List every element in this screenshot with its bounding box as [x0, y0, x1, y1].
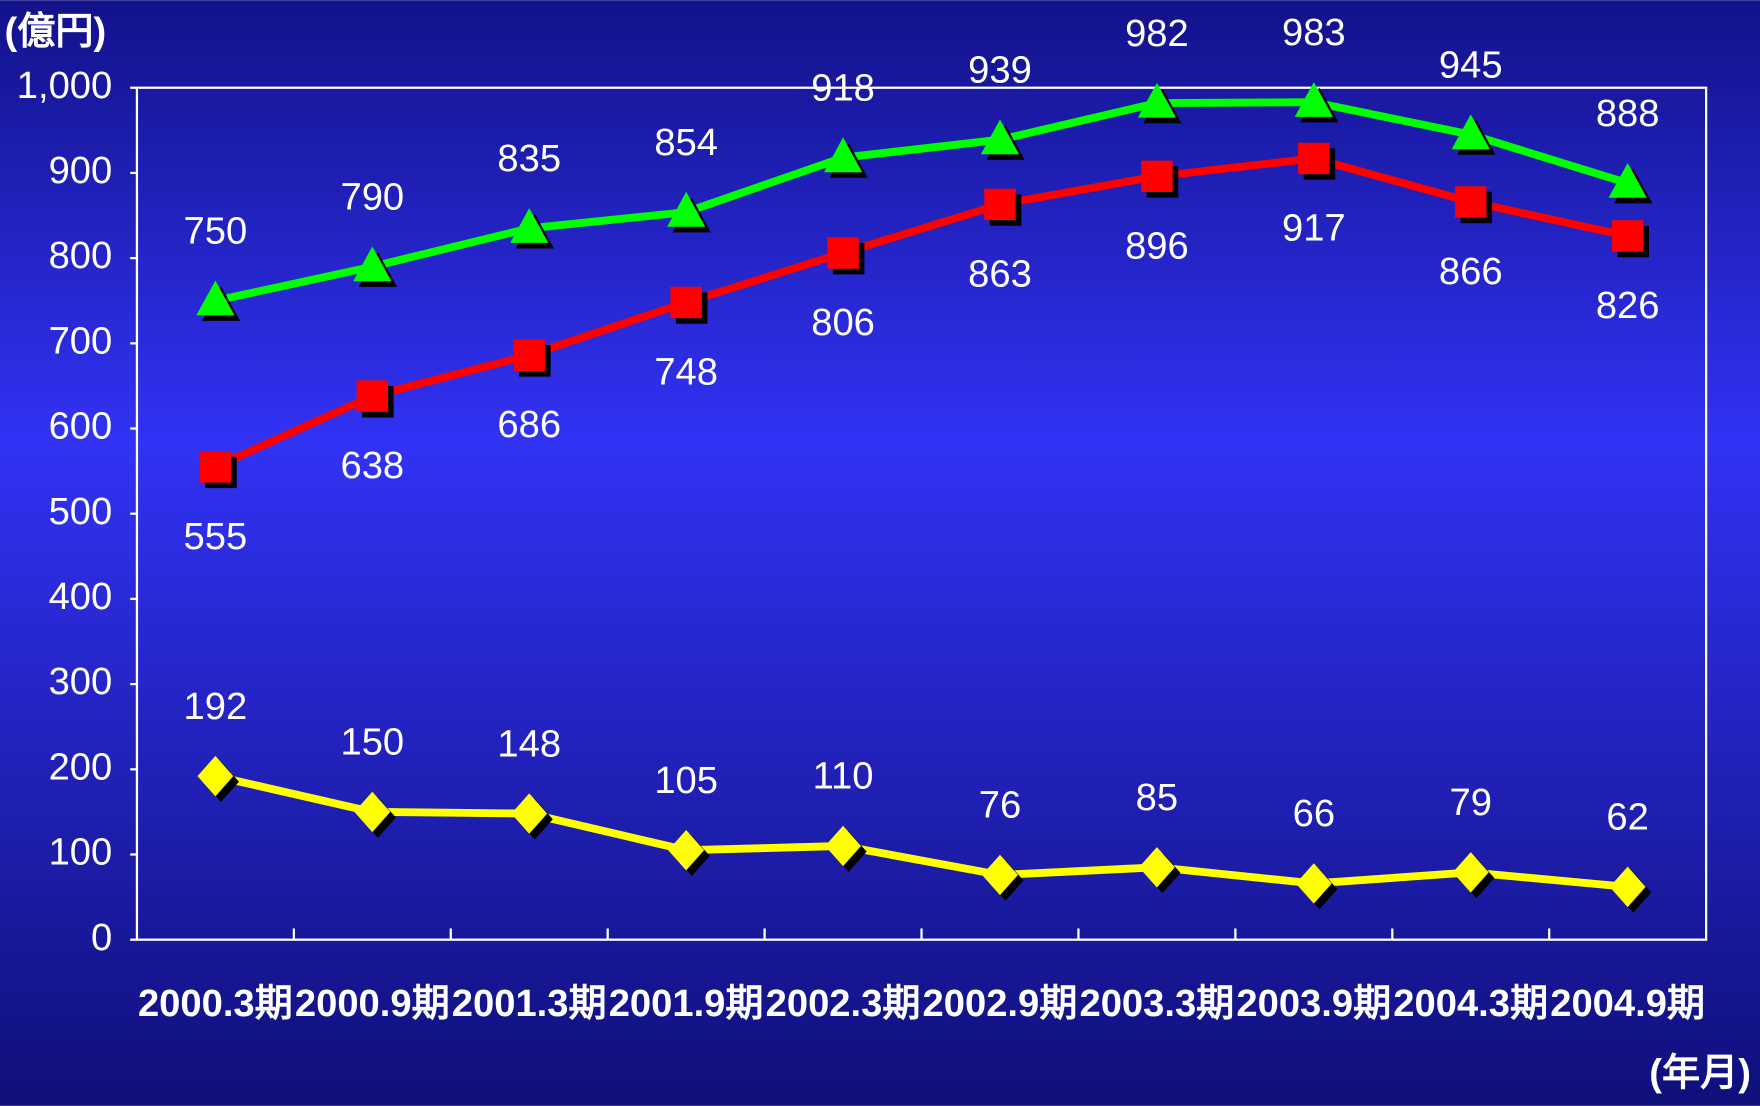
x-tick-label: 2003.9期	[1236, 982, 1391, 1025]
data-label: 866	[1439, 250, 1503, 293]
x-tick-label: 2001.9期	[609, 982, 764, 1025]
marker	[1138, 847, 1175, 888]
marker	[353, 246, 392, 282]
series-line	[213, 154, 1629, 471]
data-label: 76	[979, 784, 1021, 827]
data-label: 105	[654, 759, 718, 802]
marker	[1611, 220, 1644, 252]
x-tick-label: 2004.3期	[1393, 982, 1548, 1025]
marker	[510, 208, 549, 243]
y-tick-label: 300	[49, 660, 113, 703]
data-label: 750	[184, 209, 248, 252]
data-label: 110	[813, 755, 874, 798]
y-tick-label: 1,000	[17, 64, 112, 107]
y-tick-label: 800	[49, 234, 113, 277]
marker	[1298, 142, 1330, 175]
data-label: 148	[497, 722, 561, 765]
y-axis-label: (億円)	[4, 10, 106, 53]
y-tick-label: 700	[49, 319, 113, 362]
marker	[196, 280, 235, 316]
data-label: 790	[340, 175, 404, 218]
x-tick-label: 2000.3期	[138, 982, 293, 1025]
marker	[197, 755, 234, 797]
marker	[1137, 82, 1176, 118]
marker	[984, 188, 1016, 221]
y-tick-label: 400	[49, 575, 113, 618]
data-label: 939	[968, 48, 1032, 91]
marker	[670, 286, 702, 319]
marker	[513, 339, 545, 371]
data-label: 863	[968, 252, 1032, 295]
data-label: 85	[1136, 776, 1178, 819]
data-label: 896	[1125, 224, 1189, 267]
marker	[1608, 162, 1647, 198]
x-tick-label: 2003.3期	[1079, 982, 1234, 1025]
marker	[668, 830, 705, 871]
marker	[982, 854, 1018, 896]
data-label: 983	[1282, 11, 1346, 54]
data-label: 918	[811, 66, 875, 109]
x-tick-label: 2000.9期	[295, 982, 450, 1025]
y-tick-label: 900	[49, 149, 113, 192]
marker	[827, 237, 859, 269]
marker	[1294, 82, 1333, 117]
data-label: 748	[654, 350, 718, 393]
data-label: 555	[184, 515, 248, 558]
series-line	[214, 772, 1629, 891]
data-label: 888	[1596, 92, 1660, 135]
x-axis-label: (年月)	[1649, 1052, 1751, 1095]
y-tick-label: 100	[49, 831, 113, 874]
data-label: 917	[1282, 206, 1346, 249]
marker	[667, 191, 706, 227]
marker	[1451, 114, 1490, 150]
marker	[980, 119, 1020, 155]
y-tick-label: 600	[49, 405, 113, 448]
data-label: 79	[1450, 781, 1492, 824]
data-label: 62	[1606, 796, 1648, 839]
marker	[1609, 866, 1646, 908]
data-label: 854	[654, 121, 718, 164]
marker	[823, 137, 863, 173]
y-tick-label: 500	[49, 490, 113, 533]
y-tick-label: 200	[49, 745, 113, 788]
x-tick-label: 2004.9期	[1550, 982, 1705, 1025]
data-label: 686	[497, 403, 561, 446]
data-label: 638	[340, 444, 404, 487]
marker	[1295, 863, 1332, 904]
x-tick-label: 2002.3期	[766, 982, 921, 1025]
x-tick-label: 2002.9期	[923, 982, 1078, 1025]
data-label: 826	[1596, 284, 1660, 327]
data-label: 945	[1439, 43, 1503, 86]
y-tick-label: 0	[91, 916, 112, 959]
marker	[1452, 852, 1489, 893]
marker	[1141, 160, 1173, 193]
x-tick-label: 2001.3期	[452, 982, 607, 1025]
marker	[825, 825, 862, 867]
data-label: 982	[1125, 12, 1189, 55]
data-label: 66	[1293, 792, 1335, 835]
series-line	[214, 98, 1629, 305]
marker	[356, 380, 389, 412]
data-label: 192	[184, 685, 248, 728]
marker	[199, 451, 232, 483]
data-label: 150	[340, 721, 404, 764]
data-label: 806	[811, 301, 875, 344]
marker	[511, 793, 548, 834]
marker	[1455, 186, 1487, 218]
data-label: 835	[497, 137, 561, 180]
